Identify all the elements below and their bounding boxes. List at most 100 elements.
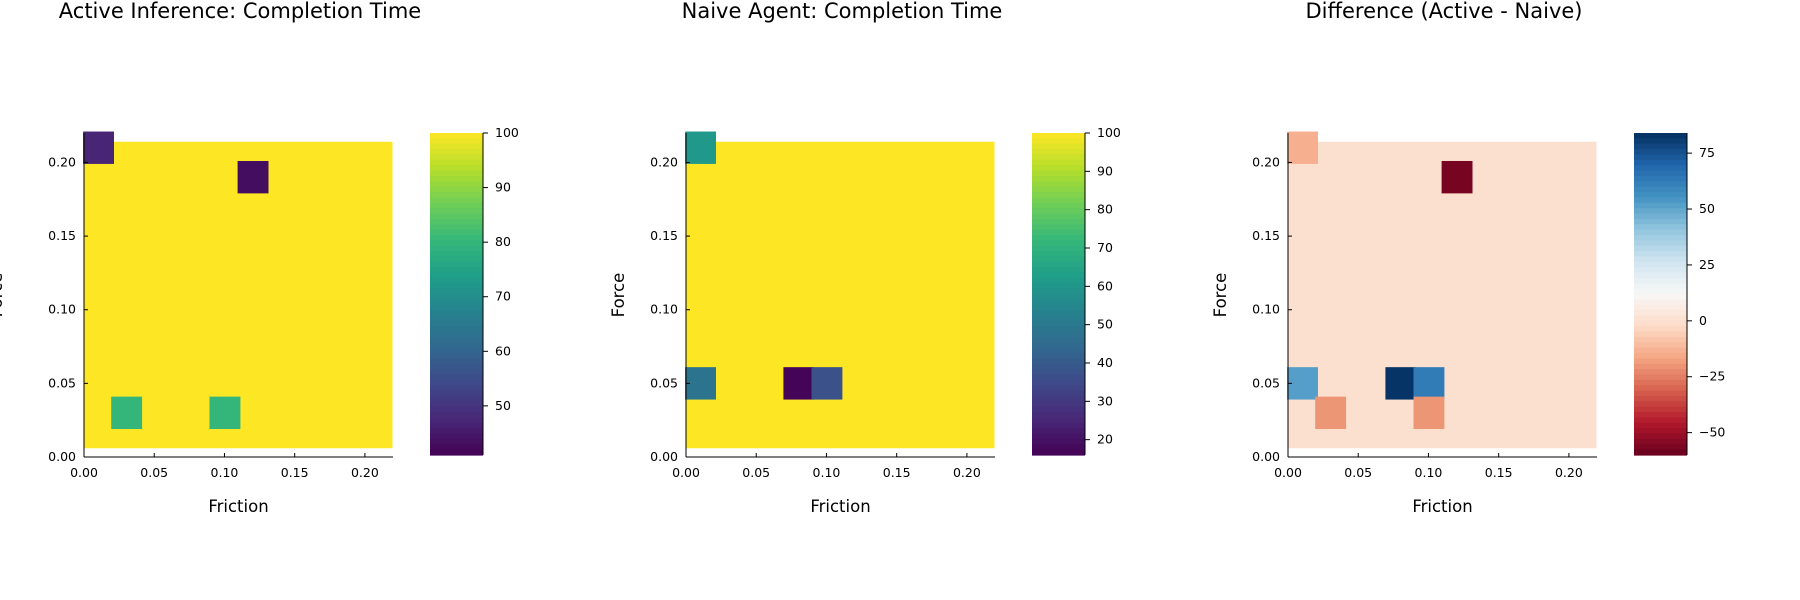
colorbar-segment [1634,267,1687,274]
colorbar-segment [1634,192,1687,198]
colorbar-segment [1634,326,1687,333]
colorbar-tick-label: 30 [1097,393,1113,408]
colorbar-segment [1634,449,1687,456]
colorbar-segment [430,213,483,220]
colorbar-segment [430,234,483,241]
y-tick-label: 0.10 [48,302,76,317]
x-tick-label: 0.10 [211,465,239,480]
heatmap-cell [111,396,143,430]
colorbar-segment [430,277,483,284]
colorbar-tick-label: 25 [1699,257,1715,272]
y-tick-label: 0.00 [1252,449,1280,464]
colorbar-segment [430,154,483,161]
colorbar-segment [430,336,483,343]
x-axis-label: Friction [810,497,870,516]
colorbar-segment [430,170,483,177]
colorbar-segment [1634,438,1687,445]
y-tick-label: 0.20 [48,154,76,169]
colorbar-segment [430,224,483,231]
colorbar-segment [430,444,483,451]
colorbar-segment [1634,234,1687,241]
colorbar-segment [1634,353,1687,359]
colorbar-segment [1634,251,1687,258]
colorbar-segment [1634,315,1687,322]
colorbar-segment [1032,444,1085,451]
heatmap-cell [1315,396,1347,430]
colorbar-tick-label: 90 [495,180,511,195]
heatmap-cell [1287,131,1318,164]
heatmap-cell [1385,367,1417,400]
colorbar-segment [1032,449,1085,456]
colorbar-segment [1032,385,1085,392]
colorbar-segment [1032,428,1085,435]
colorbar-segment [1032,234,1085,241]
colorbar-segment [1634,422,1687,429]
colorbar-segment [1634,288,1687,295]
colorbar-segment [1032,202,1085,209]
colorbar-segment [1634,406,1687,413]
colorbar-segment [430,159,483,166]
colorbar-segment [1032,261,1085,268]
colorbar-segment [430,433,483,440]
colorbar-segment [1032,438,1085,445]
x-tick-label: 0.15 [883,465,911,480]
colorbar-segment [430,283,483,290]
colorbar-segment [1032,154,1085,161]
colorbar-segment [430,449,483,456]
colorbar-segment [1032,369,1085,376]
colorbar-segment [430,347,483,354]
colorbar-segment [430,181,483,188]
colorbar-segment [1032,401,1085,408]
heatmap-cell [811,367,843,400]
colorbar-segment [1032,229,1085,236]
colorbar-tick-label: 75 [1699,145,1715,160]
colorbar-segment [1634,277,1687,284]
colorbar-segment [1032,267,1085,274]
colorbar-segment [1634,224,1687,231]
colorbar-segment [1634,149,1687,156]
colorbar-segment [1634,208,1687,215]
x-tick-label: 0.00 [672,465,700,480]
colorbar-segment [1634,186,1687,193]
colorbar-segment [1634,175,1687,182]
colorbar-segment [1634,240,1687,247]
colorbar-segment [1634,369,1687,376]
colorbar-segment [430,251,483,258]
y-axis-label: Force [1211,273,1230,318]
colorbar-segment [1032,379,1085,386]
colorbar-segment [430,294,483,300]
x-tick-label: 0.20 [953,465,981,480]
colorbar-segment [430,320,483,327]
colorbar-segment [1634,143,1687,150]
colorbar-segment [1634,401,1687,408]
colorbar-segment [430,267,483,274]
y-tick-label: 0.20 [650,154,678,169]
y-tick-label: 0.15 [650,228,678,243]
colorbar-tick-label: 60 [495,343,511,358]
colorbar-segment [1032,390,1085,397]
colorbar-segment [1032,224,1085,231]
colorbar-segment [1032,363,1085,370]
colorbar-segment [430,288,483,295]
colorbar-segment [430,272,483,279]
colorbar-segment [1032,165,1085,172]
colorbar-segment [1634,336,1687,343]
colorbar-segment [430,186,483,193]
colorbar-segment [1032,133,1085,139]
colorbar-segment [1032,192,1085,198]
heatmap-cell [685,131,716,164]
chart-title: Difference (Active - Naive) [1306,0,1583,23]
colorbar-segment [1032,218,1085,225]
colorbar-segment [430,240,483,247]
colorbar-segment [1032,240,1085,247]
colorbar-segment [430,342,483,349]
colorbar-segment [1032,336,1085,343]
colorbar-segment [430,229,483,236]
colorbar-segment [1634,304,1687,311]
colorbar-segment [1634,379,1687,386]
colorbar-tick-label: 100 [1097,125,1121,140]
colorbar-segment [1634,213,1687,220]
colorbar-segment [1032,374,1085,381]
colorbar-tick-label: 40 [1097,355,1113,370]
